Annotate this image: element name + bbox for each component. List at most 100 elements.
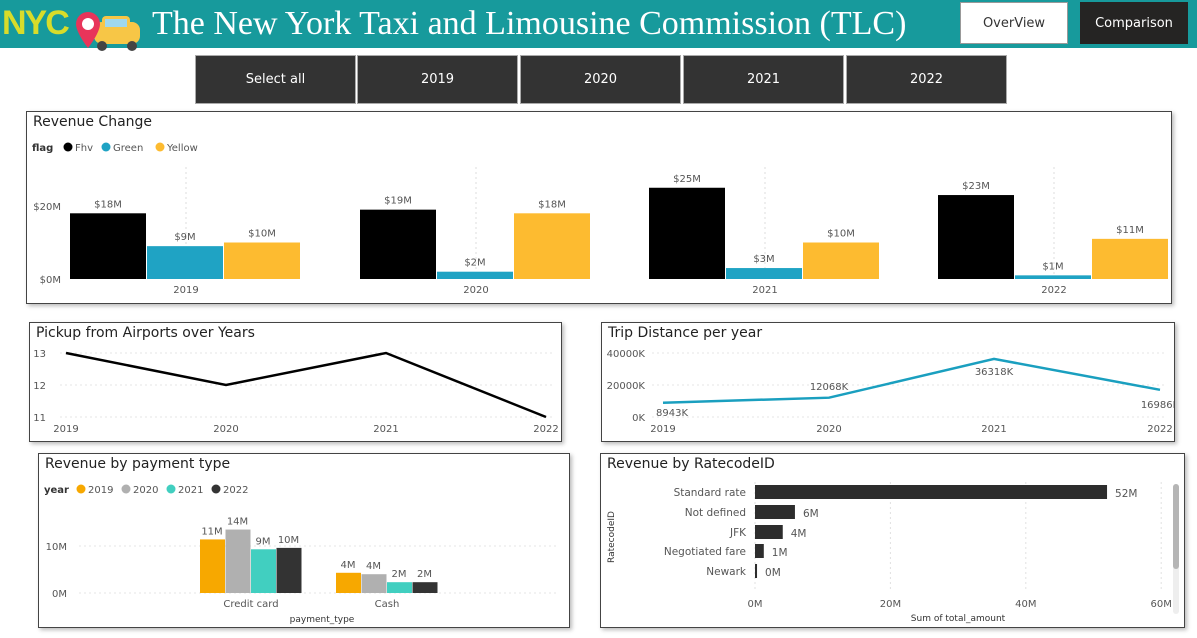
data-label: 11M bbox=[201, 526, 222, 537]
data-label: 4M bbox=[791, 528, 807, 540]
y-tick: 0K bbox=[632, 413, 645, 424]
legend-marker-fhv bbox=[63, 142, 73, 152]
page-title: The New York Taxi and Limousine Commissi… bbox=[152, 5, 907, 42]
data-label: $10M bbox=[248, 229, 276, 240]
legend-marker-yellow bbox=[155, 142, 165, 152]
legend-marker-2019 bbox=[76, 484, 86, 494]
y-tick: 0M bbox=[52, 589, 67, 600]
x-tick: 2019 bbox=[650, 424, 675, 435]
x-tick: 40M bbox=[1015, 599, 1036, 610]
legend-marker-2022 bbox=[211, 484, 221, 494]
data-label: 1M bbox=[772, 547, 788, 559]
slicer-select-all[interactable]: Select all bbox=[195, 55, 356, 104]
x-tick: 2020 bbox=[463, 285, 488, 296]
x-tick: 2022 bbox=[1147, 424, 1172, 435]
slicer-2021[interactable]: 2021 bbox=[683, 55, 844, 104]
trip-line bbox=[662, 357, 1161, 404]
overview-button[interactable]: OverView bbox=[960, 2, 1068, 44]
trip-distance-panel: Trip Distance per year 0K 20000K 40000K 894… bbox=[601, 322, 1175, 442]
legend-label: 2019 bbox=[88, 485, 113, 496]
y-tick: 13 bbox=[33, 349, 46, 360]
bar-green-2020 bbox=[437, 271, 513, 279]
panel-title: Pickup from Airports over Years bbox=[36, 325, 255, 341]
data-label: 10M bbox=[278, 535, 299, 546]
bar-green-2019 bbox=[147, 246, 223, 279]
data-label: 14M bbox=[227, 517, 248, 528]
slicer-2022[interactable]: 2022 bbox=[846, 55, 1007, 104]
x-tick: 0M bbox=[748, 599, 763, 610]
taxi-pin-icon bbox=[76, 12, 140, 51]
ratecode-chart: 0M 20M 40M 60M Standard rate 52M Not defined 6M… bbox=[607, 482, 1172, 624]
x-tick: Cash bbox=[375, 599, 400, 610]
payment-chart: year 2019 2020 2021 2022 0M 10M 11M 14M 9M 10M Cred… bbox=[44, 484, 559, 625]
category-label: Not defined bbox=[685, 507, 746, 519]
data-label: $1M bbox=[1042, 261, 1063, 272]
slicer-2020[interactable]: 2020 bbox=[520, 55, 681, 104]
bar-fhv-2021 bbox=[649, 187, 725, 279]
panel-title: Trip Distance per year bbox=[608, 325, 763, 341]
panel-title: Revenue by RatecodeID bbox=[607, 456, 775, 472]
data-label: 8943K bbox=[656, 408, 688, 419]
legend-label: 2021 bbox=[178, 485, 203, 496]
bar-yellow-2022 bbox=[1092, 238, 1168, 279]
bar-2021-Credit card bbox=[251, 549, 276, 593]
data-label: $11M bbox=[1116, 225, 1144, 236]
y-tick: 11 bbox=[33, 413, 46, 424]
y-tick: 10M bbox=[46, 542, 67, 553]
bar-not-defined bbox=[755, 505, 795, 519]
data-label: $25M bbox=[673, 174, 701, 185]
scrollbar-thumb[interactable] bbox=[1173, 484, 1179, 569]
bar-yellow-2020 bbox=[514, 213, 590, 279]
bar-2022-Cash bbox=[412, 582, 438, 593]
y-tick: 20000K bbox=[607, 381, 646, 392]
data-label: $23M bbox=[962, 181, 990, 192]
data-label: 52M bbox=[1115, 488, 1137, 500]
legend-label: 2020 bbox=[133, 485, 158, 496]
bar-2019-Credit card bbox=[200, 539, 225, 593]
x-tick: 20M bbox=[880, 599, 901, 610]
bar-2022-Credit card bbox=[276, 547, 302, 593]
pickup-chart: 11 12 13 2019 2020 2021 2022 bbox=[33, 349, 558, 435]
x-tick: 2021 bbox=[752, 285, 777, 296]
scrollbar[interactable] bbox=[1173, 484, 1179, 614]
comparison-button[interactable]: Comparison bbox=[1080, 2, 1188, 44]
legend-label: Yellow bbox=[166, 143, 198, 154]
y-tick: $0M bbox=[40, 275, 61, 286]
data-label: 6M bbox=[803, 508, 819, 520]
data-label: $3M bbox=[753, 254, 774, 265]
revenue-change-panel: Revenue Change flag Fhv Green Yellow $0M $20M… bbox=[26, 111, 1172, 304]
x-tick: 60M bbox=[1151, 599, 1172, 610]
bar-2021-Cash bbox=[387, 582, 412, 593]
x-tick: 2021 bbox=[373, 424, 398, 435]
y-tick: 40000K bbox=[607, 349, 646, 360]
nyc-logo: NYC bbox=[2, 4, 70, 42]
data-label: 16986K bbox=[1141, 400, 1174, 411]
x-tick: 2020 bbox=[213, 424, 238, 435]
data-label: 36318K bbox=[975, 367, 1014, 378]
data-label: 4M bbox=[366, 561, 381, 572]
legend-label: Fhv bbox=[75, 143, 93, 154]
bar-yellow-2021 bbox=[803, 242, 879, 279]
y-tick: $20M bbox=[33, 202, 61, 213]
panel-title: Revenue by payment type bbox=[45, 456, 231, 472]
legend-marker-2020 bbox=[121, 484, 131, 494]
bar-negotiated-fare bbox=[755, 544, 764, 558]
pickup-panel: Pickup from Airports over Years 11 12 13 20… bbox=[29, 322, 562, 442]
trip-distance-chart: 0K 20000K 40000K 8943K 12068K 36318K 16986K 201… bbox=[607, 349, 1174, 435]
data-label: $19M bbox=[384, 196, 412, 207]
bar-2020-Cash bbox=[361, 574, 387, 593]
x-tick: 2019 bbox=[53, 424, 78, 435]
ratecode-panel: Revenue by RatecodeID 0M 20M 40M 60M Standar… bbox=[600, 453, 1185, 628]
slicer-2019[interactable]: 2019 bbox=[357, 55, 518, 104]
y-axis-title: RatecodeID bbox=[607, 511, 617, 563]
category-label: Newark bbox=[706, 566, 747, 578]
y-tick: 12 bbox=[33, 381, 46, 392]
legend-title: year bbox=[44, 485, 69, 496]
data-label: 2M bbox=[417, 569, 432, 580]
bar-fhv-2019 bbox=[70, 213, 146, 279]
legend-marker-2021 bbox=[166, 484, 176, 494]
pickup-line bbox=[65, 351, 547, 419]
data-label: $18M bbox=[94, 199, 122, 210]
bar-fhv-2020 bbox=[360, 209, 436, 279]
x-tick: 2019 bbox=[173, 285, 198, 296]
